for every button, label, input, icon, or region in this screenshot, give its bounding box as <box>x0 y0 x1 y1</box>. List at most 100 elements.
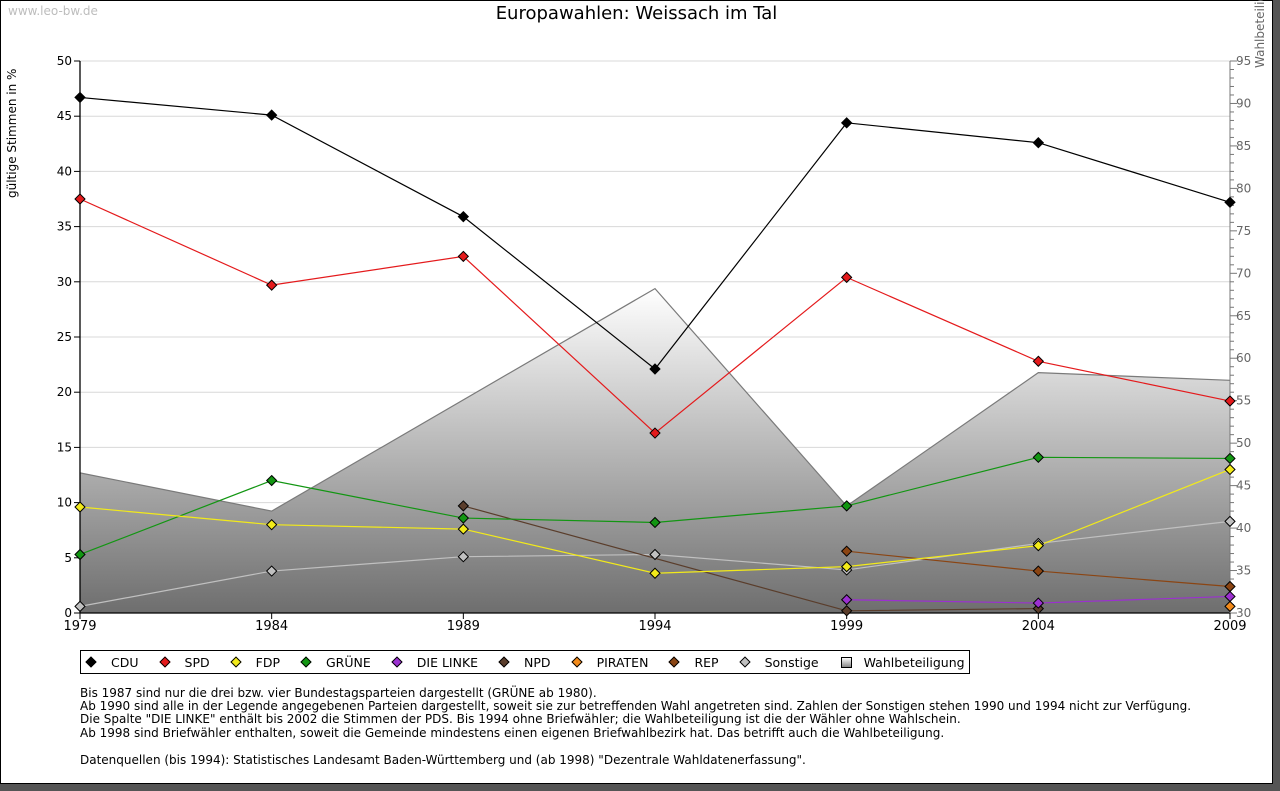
legend-marker-icon <box>668 656 681 668</box>
turnout-area-line <box>79 287 1231 512</box>
y-tick-label-left: 25 <box>57 330 72 344</box>
legend-marker-icon <box>85 656 97 668</box>
note-line: Die Spalte "DIE LINKE" enthält bis 2002 … <box>80 712 961 727</box>
data-point <box>1032 136 1045 149</box>
y-tick-label-left: 20 <box>57 385 72 399</box>
legend-item-rep: REP <box>668 655 719 670</box>
data-point <box>457 250 470 263</box>
data-point <box>1032 565 1045 577</box>
legend-item-die-linke: DIE LINKE <box>391 655 478 670</box>
data-point <box>1224 463 1236 476</box>
data-point <box>649 516 661 529</box>
y-tick-label-right: 30 <box>1236 606 1251 620</box>
data-point <box>265 109 278 121</box>
data-point <box>840 271 853 284</box>
note-line: Ab 1998 sind Briefwähler enthalten, sowe… <box>80 725 945 740</box>
data-point <box>265 474 278 487</box>
data-point <box>1224 395 1236 407</box>
legend-item-npd: NPD <box>498 655 551 670</box>
data-point <box>649 567 661 579</box>
legend-item-piraten: PIRATEN <box>570 655 648 670</box>
legend-marker-icon <box>158 656 171 668</box>
data-point <box>265 518 278 531</box>
y-tick-label-right: 70 <box>1236 266 1251 280</box>
data-point <box>1224 590 1236 603</box>
data-point <box>74 193 86 205</box>
x-tick-label: 2004 <box>1022 619 1055 634</box>
chart-plot: 0 5 10 15 20 25 30 35 40 45 50 30 35 40 45 50 55 60 65 70 75… <box>57 54 1252 634</box>
legend-item-fdp: FDP <box>229 655 280 670</box>
data-point <box>840 117 853 129</box>
data-point <box>649 363 661 375</box>
y-axis-label-right: Wahlbeteiligung in % <box>1253 0 1267 68</box>
y-tick-label-right: 50 <box>1236 436 1251 450</box>
data-point <box>840 545 853 557</box>
legend-item-gruene: GRÜNE <box>300 655 371 670</box>
data-point <box>74 600 86 613</box>
y-tick-label-left: 5 <box>64 551 72 565</box>
data-point <box>1032 451 1045 464</box>
data-point <box>1224 515 1236 528</box>
data-point <box>840 605 853 617</box>
data-point <box>840 500 853 512</box>
y-tick-label-right: 90 <box>1236 96 1251 110</box>
data-point <box>457 500 470 512</box>
legend-marker-icon <box>498 656 510 668</box>
y-tick-label-left: 35 <box>57 220 72 234</box>
y-tick-label-left: 10 <box>57 496 72 510</box>
data-point <box>457 550 470 563</box>
legend-item-spd: SPD <box>158 655 210 670</box>
legend-marker-icon <box>570 656 583 668</box>
data-point <box>1032 597 1045 609</box>
data-point <box>265 279 278 291</box>
y-tick-label-left: 40 <box>57 164 72 178</box>
y-tick-label-right: 35 <box>1236 564 1251 578</box>
data-point <box>840 560 853 573</box>
y-tick-label-right: 45 <box>1236 479 1251 493</box>
data-point <box>1224 600 1236 613</box>
note-line: Ab 1990 sind alle in der Legende angegeb… <box>80 699 1192 714</box>
data-point <box>74 501 86 513</box>
y-tick-label-right: 85 <box>1236 139 1251 153</box>
note-line: Bis 1987 sind nur die drei bzw. vier Bun… <box>80 686 597 700</box>
y-tick-label-right: 75 <box>1236 224 1251 238</box>
x-tick-label: 1984 <box>255 619 288 634</box>
data-point <box>74 548 86 561</box>
data-point <box>649 427 661 439</box>
legend-marker-icon <box>738 656 751 668</box>
data-source: Datenquellen (bis 1994): Statistisches L… <box>80 753 806 767</box>
data-point <box>457 210 470 223</box>
legend-item-wahlbeteiligung: Wahlbeteiligung <box>840 655 965 670</box>
y-tick-label-right: 80 <box>1236 181 1251 195</box>
y-tick-label-right: 95 <box>1236 54 1251 68</box>
data-point <box>1224 196 1236 209</box>
data-point <box>1224 452 1236 465</box>
legend: CDU SPD FDP GRÜNE DIE LINKE NPD PIRATEN … <box>80 650 970 674</box>
y-tick-label-left: 45 <box>57 109 72 123</box>
legend-marker-icon <box>229 656 242 668</box>
y-tick-label-right: 60 <box>1236 351 1251 365</box>
y-tick-label-right: 40 <box>1236 521 1251 535</box>
turnout-area <box>80 288 1230 613</box>
data-point <box>649 548 661 561</box>
x-tick-label: 1989 <box>447 619 480 634</box>
legend-area-icon <box>840 656 852 668</box>
data-point <box>265 565 278 577</box>
notes: Bis 1987 sind nur die drei bzw. vier Bun… <box>80 686 1192 740</box>
watermark: www.leo-bw.de <box>8 4 98 18</box>
y-tick-label-right: 65 <box>1236 309 1251 323</box>
data-point <box>457 512 470 524</box>
legend-marker-icon <box>391 656 403 668</box>
data-point <box>74 91 86 104</box>
legend-marker-icon <box>300 656 312 668</box>
legend-item-cdu: CDU <box>85 655 139 670</box>
data-point <box>457 523 470 535</box>
chart-title: Europawahlen: Weissach im Tal <box>495 3 778 24</box>
data-point <box>1032 539 1045 552</box>
data-point <box>1032 355 1045 367</box>
y-tick-label-left: 30 <box>57 275 72 289</box>
y-axis-label-left: gültige Stimmen in % <box>5 68 19 198</box>
legend-item-sonstige: Sonstige <box>738 655 819 670</box>
y-tick-label-left: 50 <box>57 54 72 68</box>
x-tick-label: 2009 <box>1213 619 1246 634</box>
